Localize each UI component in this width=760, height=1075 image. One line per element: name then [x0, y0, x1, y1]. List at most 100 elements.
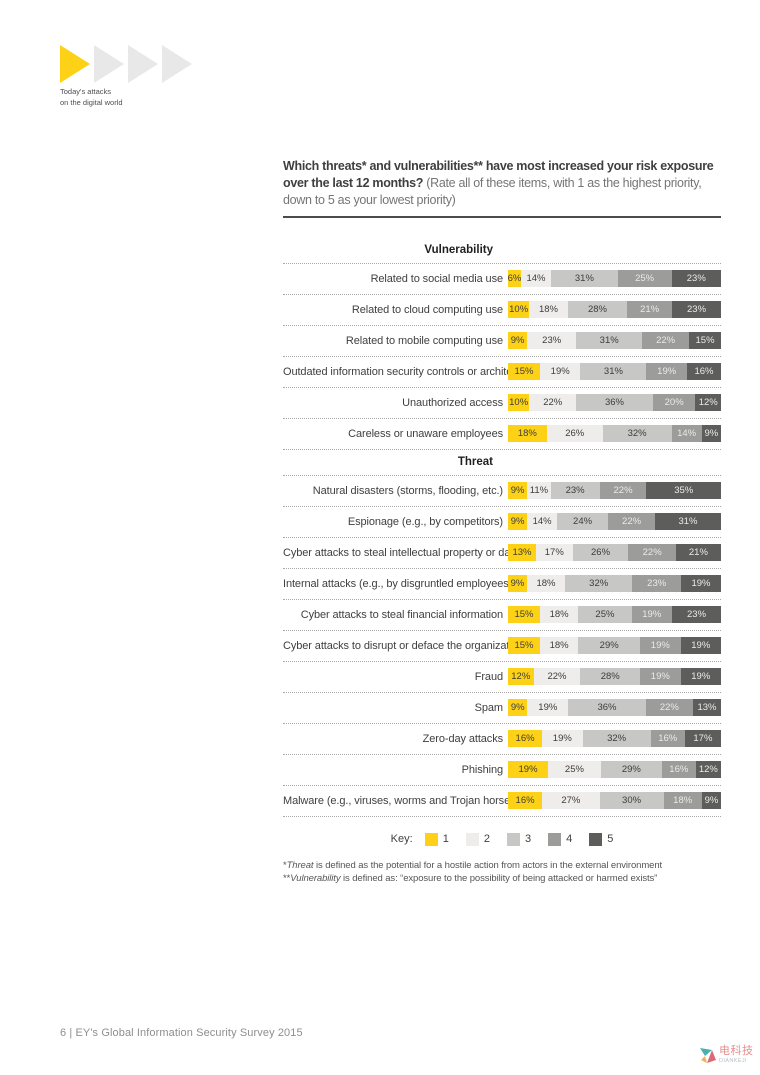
chart-key: Key: 1 2 3 4 5 — [283, 832, 721, 846]
diankeji-icon — [700, 1048, 716, 1063]
row-label: Related to cloud computing use — [351, 303, 503, 316]
report-logo: Today's attacks on the digital world — [60, 45, 192, 109]
bar-segment-5: 9% — [701, 425, 721, 443]
row-label: Related to social media use — [370, 272, 504, 285]
dotted-separator — [283, 722, 721, 724]
bar-segment-2: 11% — [527, 482, 551, 500]
bar-segment-4: 19% — [640, 637, 681, 655]
bar-segment-2: 23% — [527, 332, 577, 350]
chart-row: Outdated information security controls o… — [283, 357, 721, 387]
row-label: Phishing — [461, 763, 504, 776]
bar-segment-4: 20% — [652, 394, 696, 412]
row-label: Careless or unaware employees — [348, 427, 503, 440]
bar-segment-3: 32% — [564, 575, 633, 593]
bar-segment-1: 18% — [508, 425, 547, 443]
bar-segment-3: 26% — [572, 544, 629, 562]
bar-segment-4: 19% — [646, 363, 687, 381]
dotted-separator — [283, 660, 721, 662]
bar-segment-2: 18% — [529, 301, 568, 319]
bar-segment-4: 22% — [645, 699, 694, 717]
bar-segment-4: 25% — [617, 270, 672, 288]
dotted-separator — [283, 293, 721, 295]
page-footer: 6 | EY's Global Information Security Sur… — [60, 1027, 303, 1039]
stacked-bar: 18% 26% 32% 14% 9% — [508, 425, 721, 443]
dotted-separator — [283, 691, 721, 693]
bar-segment-1: 9% — [508, 513, 528, 531]
bar-segment-3: 28% — [567, 301, 628, 319]
bar-segment-3: 36% — [576, 394, 653, 412]
bar-segment-1: 16% — [508, 730, 543, 748]
stacked-bar: 9% 14% 24% 22% 31% — [508, 513, 721, 531]
question-instructions: (Rate all of these items, with 1 as the … — [283, 175, 702, 207]
key-entry-label: 5 — [607, 833, 614, 846]
stacked-bar: 9% 11% 23% 22% 35% — [508, 482, 721, 500]
footnote-line: *Threat is defined as the potential for … — [283, 859, 721, 873]
tagline-line: Today's attacks — [60, 87, 112, 96]
chart-row: Phishing 19% 25% 29% 16% 12% — [283, 755, 721, 785]
footnote-term: Threat — [286, 859, 314, 871]
dotted-separator — [283, 417, 721, 419]
triangle-icon — [128, 45, 158, 83]
stacked-bar: 19% 25% 29% 16% 12% — [508, 761, 721, 779]
stacked-bar: 12% 22% 28% 19% 19% — [508, 668, 721, 686]
key-item: 5 — [589, 832, 614, 846]
key-swatch — [465, 832, 479, 846]
dotted-separator — [283, 448, 721, 450]
report-tagline: Today's attacks on the digital world — [60, 87, 192, 109]
dotted-separator — [283, 815, 721, 817]
bar-segment-3: 30% — [599, 792, 664, 810]
stacked-bar: 15% 19% 31% 19% 16% — [508, 363, 721, 381]
bar-segment-1: 9% — [508, 575, 527, 593]
chart-row: Zero-day attacks 16% 19% 32% 16% 17% — [283, 724, 721, 754]
dotted-separator — [283, 262, 721, 264]
diankeji-name-cn: 电科技 — [719, 1045, 754, 1057]
triangle-logo — [60, 45, 192, 83]
chart-row: Related to social media use 6% 14% 31% 25% 23… — [283, 264, 721, 294]
bar-segment-2: 25% — [548, 761, 601, 779]
bar-segment-3: 25% — [578, 606, 632, 624]
bar-segment-5: 31% — [654, 513, 721, 531]
chart-row: Unauthorized access 10% 22% 36% 20% 12% — [283, 388, 721, 418]
triangle-icon — [94, 45, 124, 83]
bar-segment-2: 14% — [520, 270, 552, 288]
bar-segment-1: 13% — [508, 544, 536, 562]
diankeji-name-en: DIANKEJI — [719, 1058, 747, 1064]
row-label: Malware (e.g., viruses, worms and Trojan… — [283, 794, 520, 807]
bar-segment-4: 22% — [628, 544, 676, 562]
bar-segment-1: 10% — [508, 301, 530, 319]
bar-segment-3: 31% — [576, 332, 643, 350]
bar-segment-4: 16% — [661, 761, 696, 779]
tagline-line: on the digital world — [60, 97, 123, 107]
triangle-icon — [60, 45, 90, 83]
dotted-separator — [283, 355, 721, 357]
bar-segment-2: 22% — [529, 394, 577, 412]
dotted-separator — [283, 598, 721, 600]
bar-segment-3: 24% — [556, 513, 609, 531]
chart-row: Cyber attacks to steal intellectual prop… — [283, 538, 721, 568]
key-entry-label: 2 — [483, 833, 490, 846]
dotted-separator — [283, 536, 721, 538]
bar-segment-3: 36% — [568, 699, 646, 717]
footnotes: *Threat is defined as the potential for … — [283, 859, 721, 887]
stacked-bar: 9% 18% 32% 23% 19% — [508, 575, 721, 593]
bar-segment-4: 22% — [642, 332, 690, 350]
survey-question: Which threats* and vulnerabilities** hav… — [283, 158, 721, 218]
bar-segment-2: 18% — [526, 575, 565, 593]
bar-segment-4: 14% — [671, 425, 702, 443]
chart-row: Natural disasters (storms, flooding, etc… — [283, 476, 721, 506]
bar-segment-3: 31% — [580, 363, 647, 381]
key-item: 2 — [465, 832, 490, 846]
bar-segment-3: 32% — [582, 730, 651, 748]
bar-segment-4: 16% — [650, 730, 685, 748]
stacked-bar: 10% 22% 36% 20% 12% — [508, 394, 721, 412]
bar-segment-1: 12% — [508, 668, 534, 686]
key-item: 1 — [424, 832, 449, 846]
row-label: Zero-day attacks — [422, 732, 503, 745]
key-swatch — [506, 832, 520, 846]
bar-segment-3: 23% — [550, 482, 600, 500]
key-entry-label: 1 — [442, 833, 449, 846]
chart-row: Careless or unaware employees 18% 26% 32% 14… — [283, 419, 721, 449]
bar-segment-1: 9% — [508, 482, 528, 500]
stacked-bar: 9% 19% 36% 22% 13% — [508, 699, 721, 717]
footnote-line: **Vulnerability is defined as: “exposure… — [283, 872, 721, 886]
